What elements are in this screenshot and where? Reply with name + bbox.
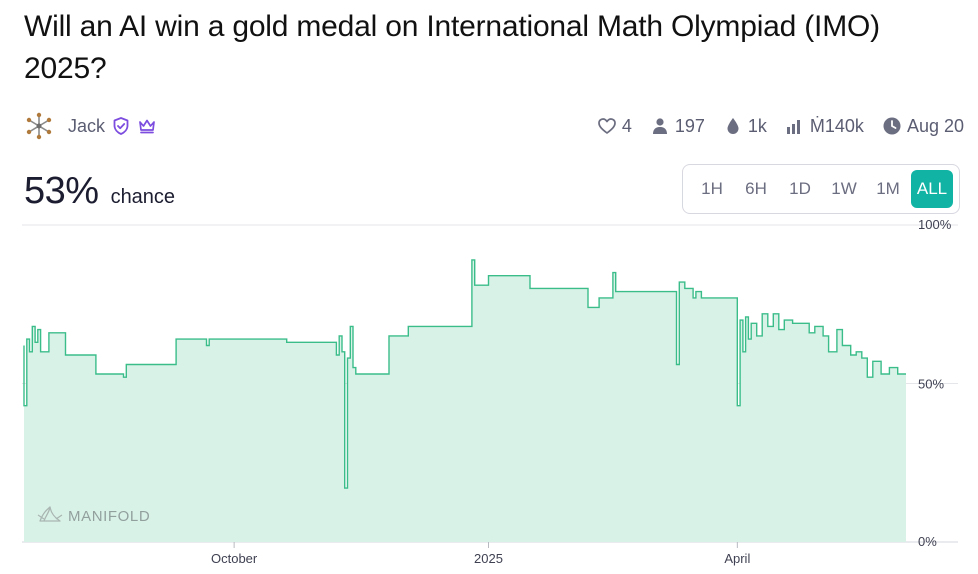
liquidity-amount: 1k: [747, 115, 767, 136]
likes-count: 4: [621, 115, 632, 136]
crown-icon: [139, 119, 155, 134]
range-button-1d[interactable]: 1D: [789, 179, 811, 198]
x-tick-label: October: [211, 551, 258, 566]
droplet-icon: [727, 118, 739, 134]
probability-area: [24, 259, 906, 542]
manifold-logo-icon: [37, 506, 63, 522]
market-meta-row: Jack 4 197 1k: [24, 110, 964, 142]
market-stats: 4 197 1k Ṁ140k: [597, 110, 964, 142]
probability-display: 53% chance: [24, 170, 175, 213]
snowflake-avatar-icon[interactable]: [24, 111, 54, 141]
liquidity-stat: 1k: [723, 116, 767, 137]
close-date: Aug 20: [906, 115, 964, 136]
y-tick-label: 100%: [918, 217, 952, 232]
close-date-stat: Aug 20: [882, 116, 964, 137]
range-button-all[interactable]: ALL: [911, 170, 953, 208]
range-button-1w[interactable]: 1W: [831, 179, 857, 198]
bar-chart-icon: [786, 120, 800, 134]
range-button-1h[interactable]: 1H: [701, 179, 723, 198]
volume-stat: Ṁ140k: [785, 116, 864, 137]
range-button-1m[interactable]: 1M: [876, 179, 900, 198]
probability-label: chance: [110, 186, 176, 208]
time-range-selector: 1H 6H 1D 1W 1M ALL: [682, 164, 960, 214]
y-tick-label: 0%: [918, 534, 937, 549]
author-info[interactable]: Jack: [24, 110, 157, 142]
probability-value: 53%: [24, 170, 99, 212]
traders-stat: 197: [650, 116, 705, 137]
likes-stat[interactable]: 4: [597, 116, 632, 137]
market-title: Will an AI win a gold medal on Internati…: [24, 10, 880, 85]
volume-amount: Ṁ140k: [809, 115, 864, 136]
range-button-6h[interactable]: 6H: [745, 179, 767, 198]
user-icon: [652, 118, 667, 134]
manifold-watermark: MANIFOLD: [37, 506, 150, 525]
verified-shield-icon: [113, 117, 129, 135]
author-name[interactable]: Jack: [68, 115, 106, 136]
y-tick-label: 50%: [918, 377, 944, 392]
traders-count: 197: [674, 115, 705, 136]
probability-chart[interactable]: 100% 50% 0% October 2025 April MANIFOLD: [0, 215, 978, 574]
heart-icon[interactable]: [597, 116, 617, 136]
x-tick-label: 2025: [474, 551, 503, 566]
probability-chart-svg[interactable]: 100% 50% 0% October 2025 April MANIFOLD: [0, 215, 978, 574]
clock-icon: [883, 117, 901, 135]
probability-line: [23, 259, 906, 489]
x-tick-label: April: [724, 551, 750, 566]
watermark-text: MANIFOLD: [68, 508, 150, 525]
